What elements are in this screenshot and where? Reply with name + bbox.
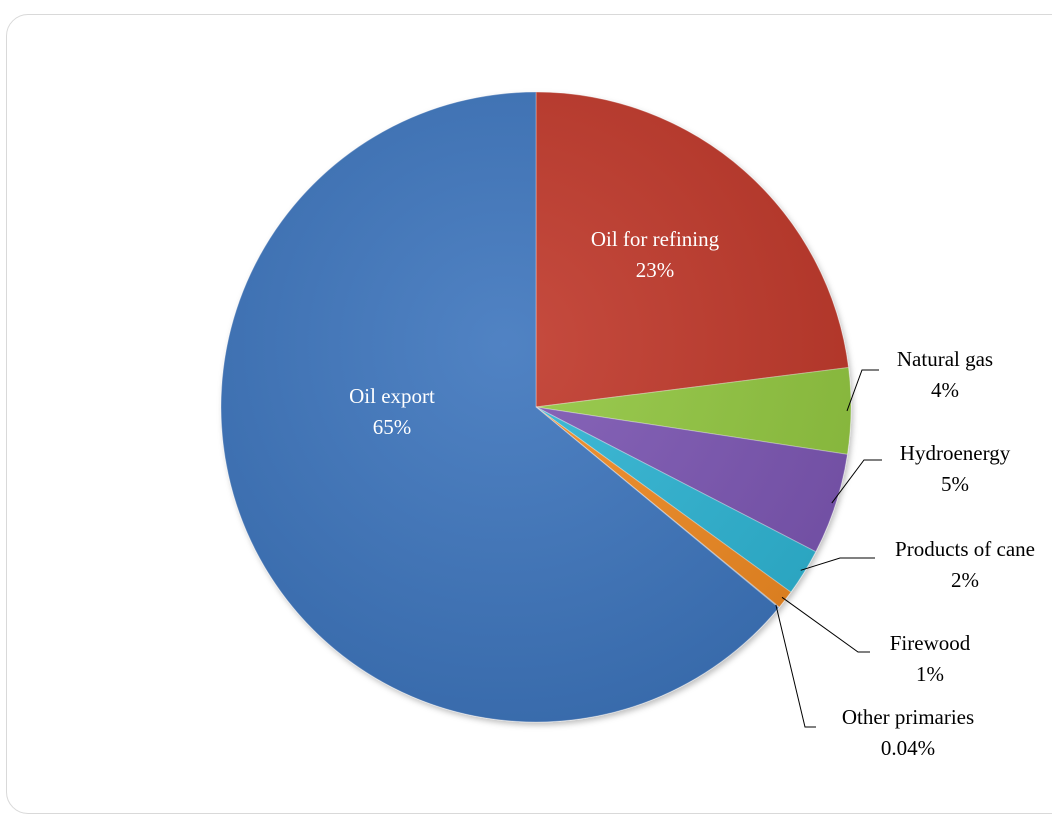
- slice-label-other-primaries: Other primaries: [842, 705, 974, 729]
- leader-line-natural-gas: [846, 369, 879, 412]
- slice-label-natural-gas: Natural gas: [897, 347, 993, 371]
- slice-percent-firewood: 1%: [916, 662, 944, 686]
- slice-percent-hydroenergy: 5%: [941, 472, 969, 496]
- leader-line-other-primaries: [775, 604, 816, 728]
- slice-percent-products-of-cane: 2%: [951, 568, 979, 592]
- pie-chart: Oil for refining 23% Natural gas 4% Hydroene…: [220, 91, 1035, 760]
- leader-line-hydroenergy: [831, 459, 882, 504]
- slice-percent-oil-for-refining: 23%: [636, 258, 675, 282]
- slice-percent-natural-gas: 4%: [931, 378, 959, 402]
- slice-percent-other-primaries: 0.04%: [881, 736, 935, 760]
- slice-percent-oil-export: 65%: [373, 415, 412, 439]
- leader-line-firewood: [781, 596, 870, 653]
- slice-label-firewood: Firewood: [890, 631, 971, 655]
- slice-label-oil-for-refining: Oil for refining: [591, 227, 720, 251]
- slice-label-oil-export: Oil export: [349, 384, 435, 408]
- leader-line-products-of-cane: [800, 557, 875, 571]
- slice-label-hydroenergy: Hydroenergy: [900, 441, 1011, 465]
- slice-label-products-of-cane: Products of cane: [895, 537, 1035, 561]
